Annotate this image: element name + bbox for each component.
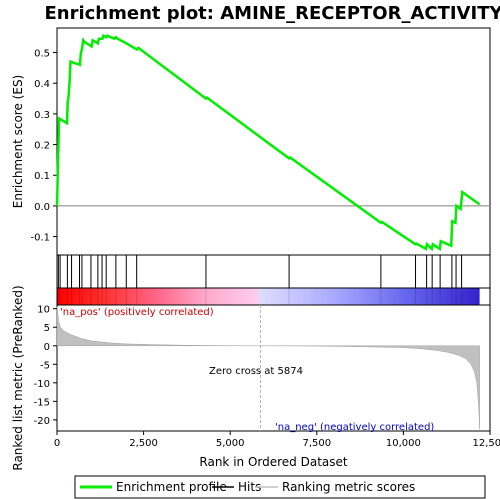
hits-panel-frame [56,254,491,289]
es-y-tick-label: 0.3 [34,110,50,121]
es-y-tick-label: 0.5 [34,49,50,60]
x-axis: 0 2,500 5,000 7,500 10,000 12,500 [54,431,500,449]
x-tick-label: 0 [54,438,60,449]
x-tick-label: 2,500 [129,438,158,449]
metric-y-axis-label: Ranked list metric (PreRanked) [11,285,25,470]
legend-item-label: Ranking metric scores [282,480,415,494]
x-tick-label: 7,500 [302,438,331,449]
hits-panel [56,254,491,289]
ranking-metric-area [56,306,480,430]
metric-y-tick-label: 5 [44,323,50,334]
x-tick-label: 12,500 [473,438,500,449]
es-panel: -0.1 0.0 0.1 0.2 0.3 0.4 0.5 [30,27,491,256]
metric-panel: -20 -15 -10 -5 0 5 10 [34,304,491,432]
es-y-tick-label: 0.1 [34,171,50,182]
metric-y-tick-label: 10 [37,305,50,316]
neg-correlated-label: 'na_neg' (negatively correlated) [275,422,434,433]
es-y-tick-label: 0.0 [34,202,50,213]
metric-y-tick-label: -10 [34,379,50,390]
pos-correlated-label: 'na_pos' (positively correlated) [60,307,214,318]
es-panel-frame [56,27,491,256]
chart-title: Enrichment plot: AMINE_RECEPTOR_ACTIVITY [44,3,500,24]
x-tick-label: 10,000 [386,438,421,449]
es-y-tick-label: -0.1 [30,233,50,244]
legend-frame [74,475,486,499]
enrichment-profile-line [55,33,481,252]
gradient-bar [56,287,491,306]
metric-panel-frame [56,304,491,432]
es-y-axis-label: Enrichment score (ES) [11,75,25,208]
metric-y-tick-label: -5 [40,360,50,371]
x-tick-label: 5,000 [216,438,245,449]
x-axis-label: Rank in Ordered Dataset [199,455,347,469]
metric-y-tick-label: -15 [34,397,50,408]
metric-y-tick-label: 0 [44,342,50,353]
legend: Enrichment profile Hits Ranking metric sco… [74,475,486,499]
es-y-tick-label: 0.2 [34,141,50,152]
es-y-tick-label: 0.4 [34,79,50,90]
metric-y-tick-label: -20 [34,416,50,427]
legend-item-label: Hits [238,480,261,494]
rank-gradient-fill [57,288,480,305]
legend-item-label: Enrichment profile [116,480,227,494]
zero-cross-label: Zero cross at 5874 [209,366,303,377]
